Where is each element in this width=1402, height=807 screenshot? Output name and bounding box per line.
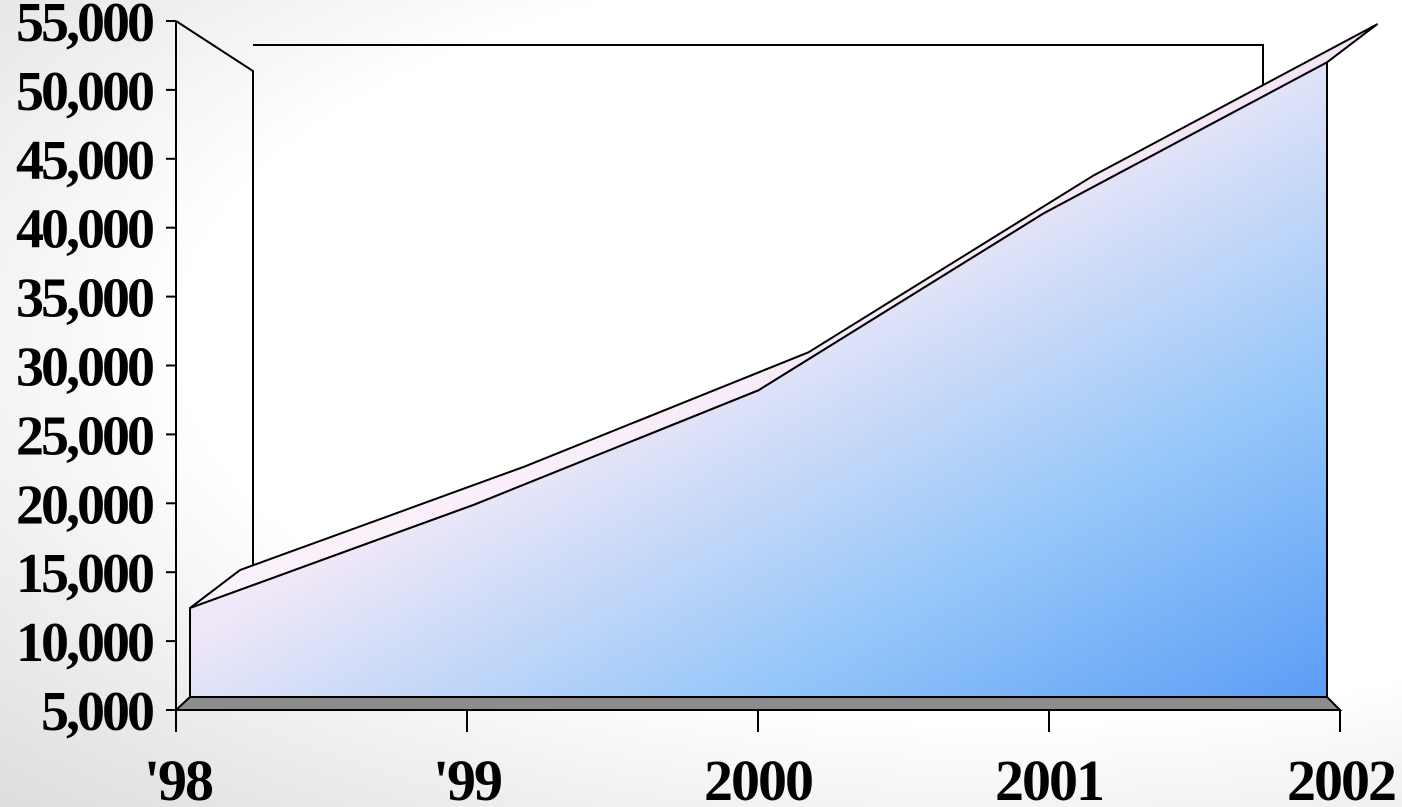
side-wall-edge xyxy=(175,20,254,588)
floor-slab xyxy=(173,696,1343,711)
back-wall-top-edge xyxy=(253,44,1264,90)
x-tick-label: '99 xyxy=(433,748,501,807)
y-tick-label: 55,000 xyxy=(16,0,153,54)
x-tick-label: 2000 xyxy=(704,748,812,807)
x-tick-label: 2001 xyxy=(995,748,1103,807)
y-tick-label: 45,000 xyxy=(16,130,153,192)
y-tick-label: 20,000 xyxy=(16,474,153,536)
y-tick-label: 10,000 xyxy=(16,612,153,674)
y-tick-label: 40,000 xyxy=(16,199,153,261)
y-tick-label: 35,000 xyxy=(16,268,153,330)
x-tick-label: 2002 xyxy=(1287,748,1395,807)
area-front-face xyxy=(189,61,1328,698)
y-tick-label: 30,000 xyxy=(16,337,153,399)
y-tick-label: 5,000 xyxy=(41,681,153,743)
y-tick-label: 50,000 xyxy=(16,61,153,123)
x-tick-label: '98 xyxy=(144,748,213,807)
y-tick-label: 25,000 xyxy=(16,405,153,467)
y-tick-label: 15,000 xyxy=(16,543,153,605)
chart-axes xyxy=(166,20,1341,732)
area-series xyxy=(173,23,1378,711)
